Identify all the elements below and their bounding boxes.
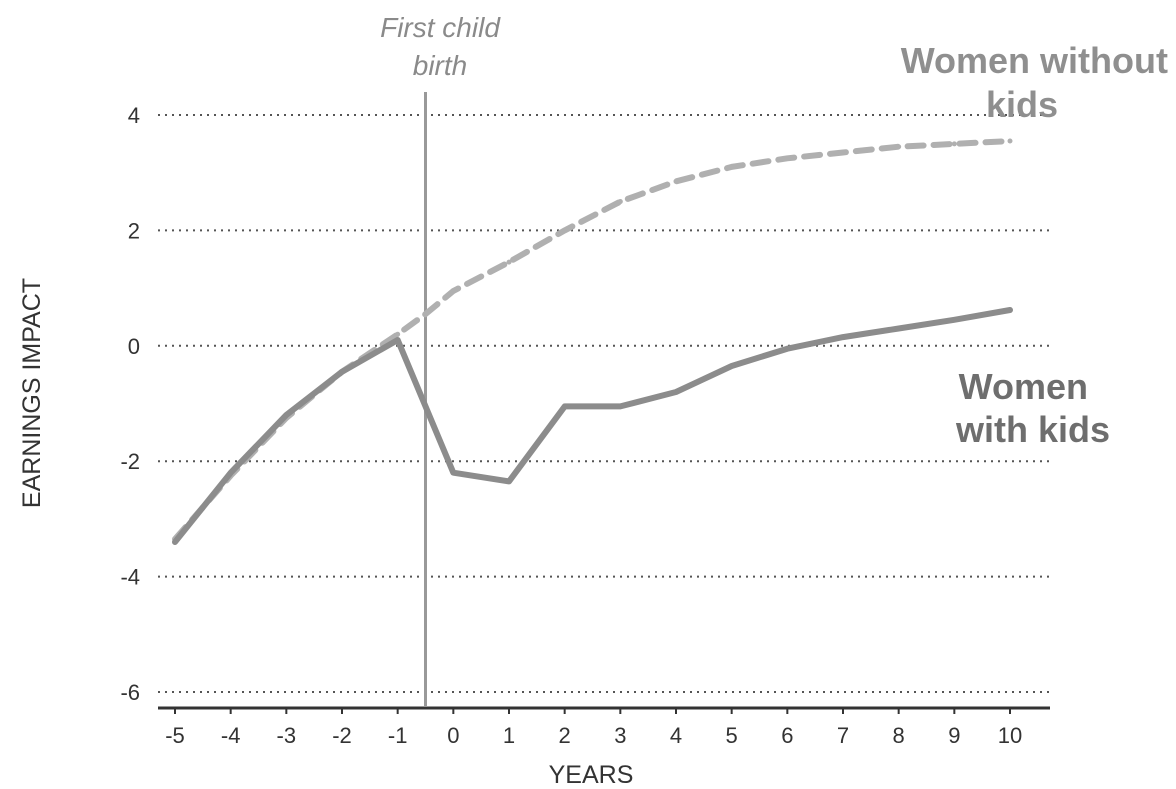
data-point bbox=[172, 539, 178, 545]
x-tick-label: 4 bbox=[670, 723, 682, 748]
x-tick-label: 10 bbox=[998, 723, 1022, 748]
data-point bbox=[1007, 138, 1013, 144]
series-lines bbox=[172, 138, 1013, 545]
x-axis-title: YEARS bbox=[549, 761, 634, 789]
x-tick-label: -4 bbox=[221, 723, 241, 748]
data-point bbox=[506, 478, 512, 484]
data-point bbox=[339, 369, 345, 375]
data-point bbox=[395, 337, 401, 343]
x-tick-label: 5 bbox=[726, 723, 738, 748]
data-point bbox=[562, 227, 568, 233]
x-tick-label: 7 bbox=[837, 723, 849, 748]
data-point bbox=[228, 470, 234, 476]
series-label-women-without-kids-line2: kids bbox=[986, 84, 1058, 125]
x-tick-label: 2 bbox=[559, 723, 571, 748]
x-tick-label: -2 bbox=[332, 723, 352, 748]
data-point bbox=[395, 331, 401, 337]
series-line-women-with-kids bbox=[172, 307, 1013, 545]
marker-label-line2: birth bbox=[413, 50, 467, 81]
data-point bbox=[729, 363, 735, 369]
data-point bbox=[673, 178, 679, 184]
data-point bbox=[951, 141, 957, 147]
x-tick-label: -5 bbox=[165, 723, 185, 748]
data-point bbox=[423, 311, 428, 317]
data-point bbox=[506, 259, 512, 265]
y-tick-label: 4 bbox=[128, 103, 140, 128]
data-point bbox=[673, 389, 679, 395]
x-tick-label: 6 bbox=[781, 723, 793, 748]
x-tick-label: 9 bbox=[948, 723, 960, 748]
y-tick-labels: 4 2 0 -2 -4 -6 bbox=[120, 103, 140, 705]
data-point bbox=[729, 164, 735, 170]
data-point bbox=[617, 403, 623, 409]
x-tick-label: 0 bbox=[447, 723, 459, 748]
gridlines bbox=[158, 114, 1050, 693]
data-point bbox=[1007, 307, 1013, 313]
y-tick-label: -6 bbox=[120, 680, 140, 705]
series-label-women-without-kids-line1: Women without bbox=[901, 40, 1168, 81]
series-label-women-with-kids-line1: Women bbox=[959, 366, 1088, 407]
x-tick-label: 1 bbox=[503, 723, 515, 748]
data-point bbox=[784, 155, 790, 161]
data-point bbox=[450, 470, 456, 476]
y-tick-label: -2 bbox=[120, 449, 140, 474]
series-label-women-with-kids-line2: with kids bbox=[955, 409, 1110, 450]
x-tick-label: 3 bbox=[614, 723, 626, 748]
x-tick-label: 8 bbox=[893, 723, 905, 748]
data-point bbox=[840, 334, 846, 340]
data-point bbox=[562, 403, 568, 409]
y-tick-label: -4 bbox=[120, 565, 140, 590]
marker-label-line1: First child bbox=[380, 12, 501, 43]
y-tick-label: 2 bbox=[128, 218, 140, 243]
data-point bbox=[784, 346, 790, 352]
series-line-women-without-kids bbox=[172, 138, 1013, 543]
data-point bbox=[283, 412, 289, 418]
data-point bbox=[896, 325, 902, 331]
data-point bbox=[840, 150, 846, 156]
x-tick-label: -1 bbox=[388, 723, 408, 748]
data-point bbox=[450, 288, 456, 294]
data-point bbox=[951, 317, 957, 323]
x-tick-label: -3 bbox=[277, 723, 297, 748]
data-point bbox=[896, 144, 902, 150]
y-tick-label: 0 bbox=[128, 334, 140, 359]
y-axis-title: EARNINGS IMPACT bbox=[18, 278, 46, 508]
x-tick-labels: -5 -4 -3 -2 -1 0 1 2 3 4 5 6 7 8 9 10 bbox=[165, 708, 1022, 748]
data-point bbox=[617, 199, 623, 205]
